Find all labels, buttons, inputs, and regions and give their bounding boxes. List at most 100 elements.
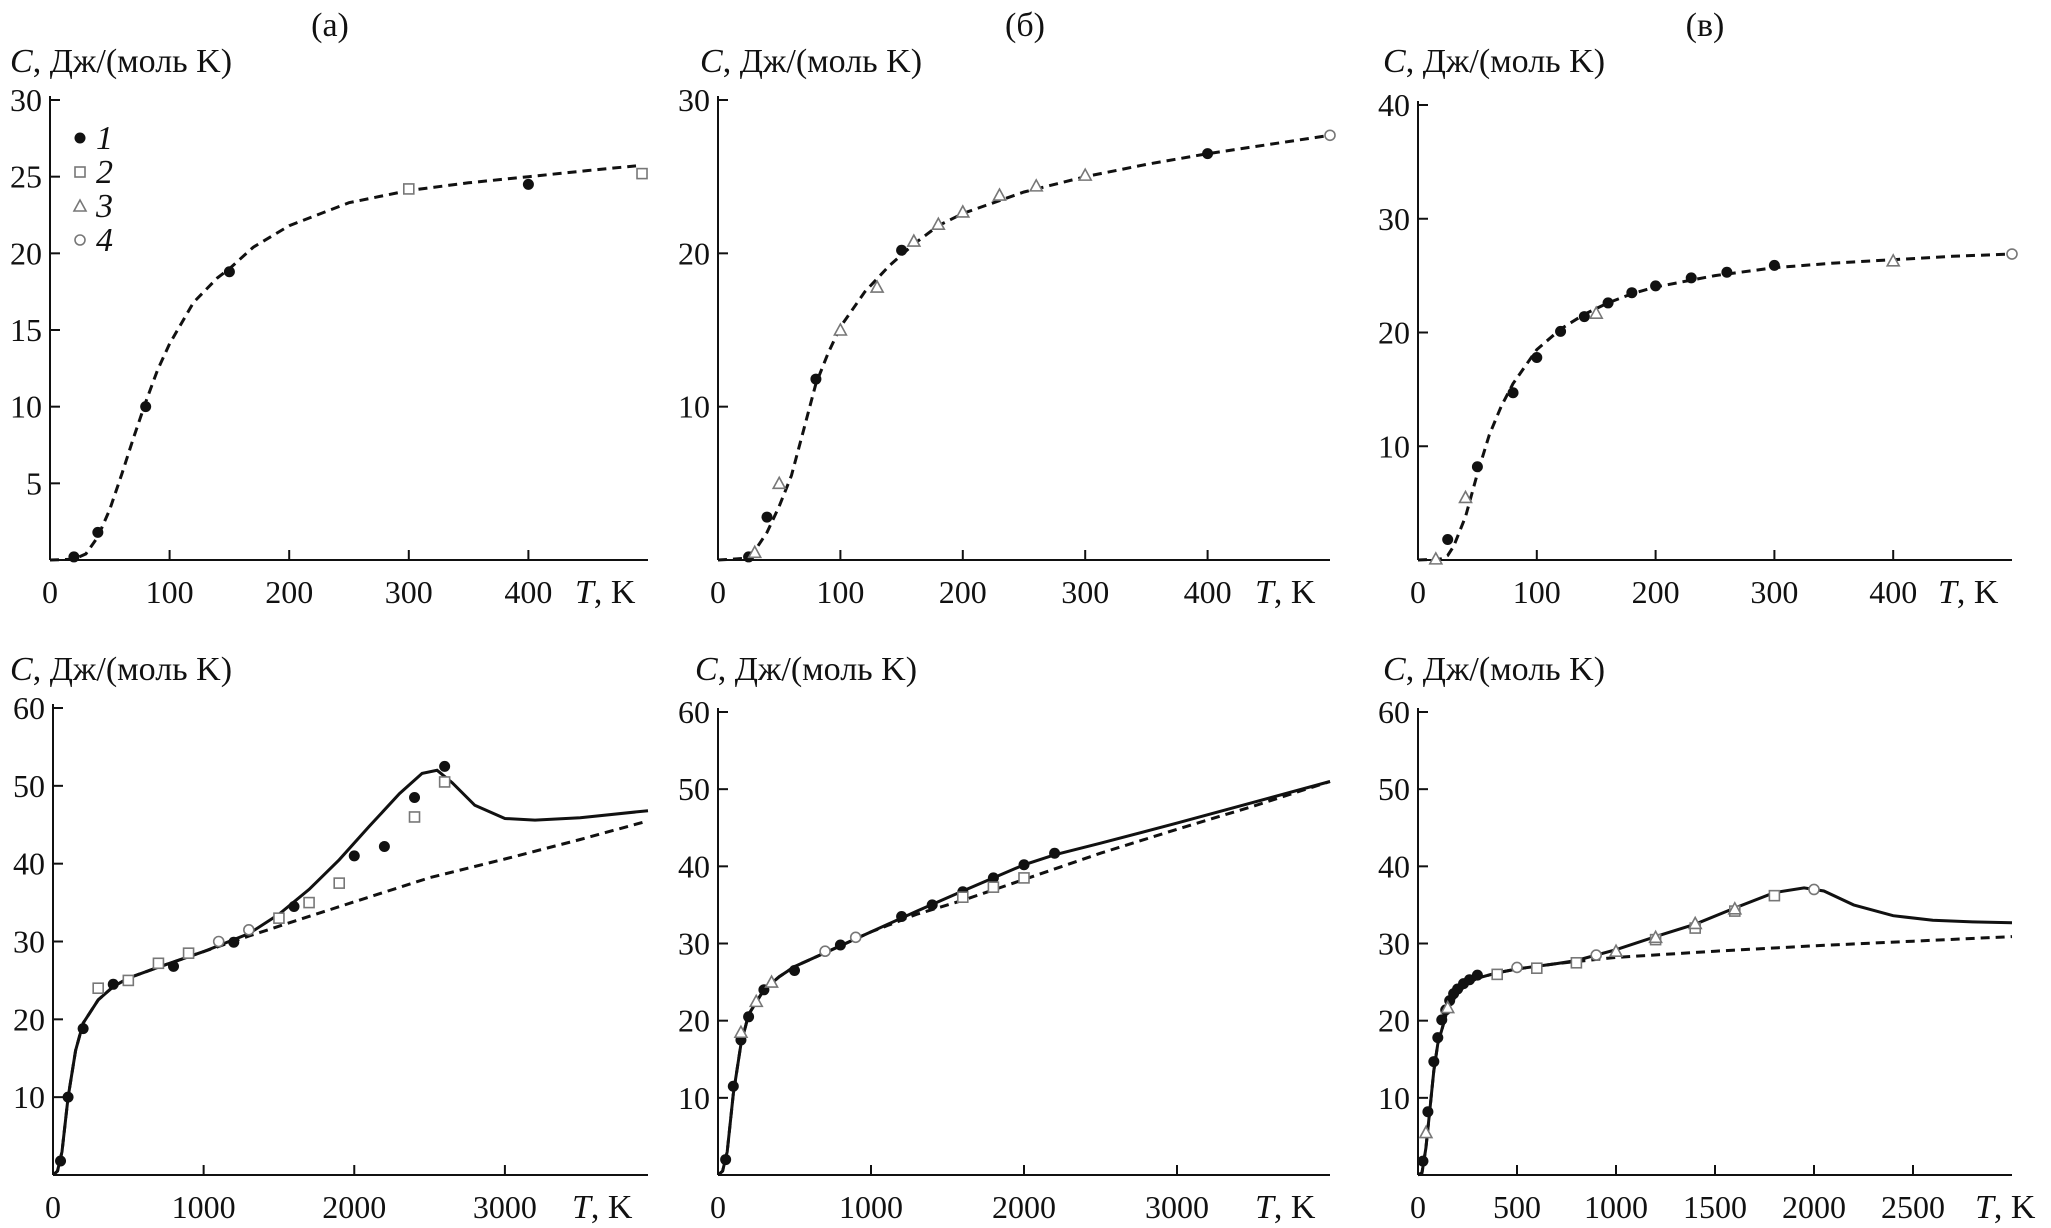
dashed-model-curve xyxy=(1417,252,2013,562)
data-point-1 xyxy=(1049,847,1061,859)
y-tick-label: 5 xyxy=(26,465,42,501)
data-point-1 xyxy=(1463,974,1475,986)
data-point-3 xyxy=(747,544,763,559)
data-point-3 xyxy=(1648,929,1663,944)
data-point-1 xyxy=(720,1154,732,1166)
data-point-1 xyxy=(743,1011,755,1023)
y-tick-label: 50 xyxy=(678,771,710,807)
x-axis-units: , K xyxy=(594,574,636,611)
solid-model-curve xyxy=(717,780,1331,1177)
data-point-1 xyxy=(1626,287,1638,299)
y-axis-var: C xyxy=(695,651,718,688)
data-point-1 xyxy=(1685,272,1697,284)
data-point-1 xyxy=(62,1091,74,1103)
data-point-3 xyxy=(930,216,946,230)
data-point-2 xyxy=(122,974,135,987)
y-tick-label: 25 xyxy=(10,159,42,195)
data-point-3 xyxy=(1458,489,1473,504)
y-axis-title: C, Дж/(моль K) xyxy=(695,651,917,688)
data-point-1 xyxy=(522,178,534,190)
y-axis-units: , Дж/(моль K) xyxy=(1406,43,1605,80)
x-axis-units: , K xyxy=(1994,1189,2036,1226)
x-tick-label: 300 xyxy=(1750,574,1798,610)
y-tick-label: 10 xyxy=(1378,1080,1410,1116)
data-point-4 xyxy=(819,945,831,958)
open-square-icon xyxy=(74,166,86,178)
data-point-3 xyxy=(733,1024,749,1039)
data-point-1 xyxy=(1650,280,1662,292)
data-point-1 xyxy=(1531,352,1543,364)
data-point-2 xyxy=(956,891,969,904)
y-tick-label: 10 xyxy=(1378,428,1410,464)
data-point-1 xyxy=(107,978,119,990)
data-point-2 xyxy=(303,896,315,909)
data-point-1 xyxy=(1432,1032,1444,1044)
data-point-3 xyxy=(906,233,922,247)
x-tick-label: 500 xyxy=(1493,1189,1541,1225)
data-point-2 xyxy=(92,982,104,995)
x-tick-label: 3000 xyxy=(1145,1189,1209,1225)
y-tick-label: 30 xyxy=(678,82,710,118)
legend-label: 2 xyxy=(96,154,113,191)
data-point-3 xyxy=(1885,253,1901,267)
series-2 xyxy=(92,776,451,995)
x-tick-label: 0 xyxy=(710,1189,726,1225)
series-3 xyxy=(747,167,1093,559)
data-point-2 xyxy=(402,183,415,195)
x-axis-title: T, K xyxy=(1255,574,1316,611)
data-point-1 xyxy=(77,1023,89,1035)
data-point-1 xyxy=(378,841,390,853)
y-tick-label: 15 xyxy=(10,312,42,348)
data-point-1 xyxy=(727,1080,739,1092)
x-tick-label: 200 xyxy=(1632,574,1680,610)
y-tick-label: 60 xyxy=(678,694,710,730)
x-tick-label: 2000 xyxy=(322,1189,386,1225)
data-point-4 xyxy=(1511,961,1523,974)
y-axis-var: C xyxy=(10,43,33,80)
x-axis-title: T, K xyxy=(1938,574,1999,611)
data-point-1 xyxy=(1422,1106,1434,1118)
data-point-3 xyxy=(992,187,1007,201)
y-axis-title: C, Дж/(моль K) xyxy=(10,43,232,80)
data-point-4 xyxy=(1808,883,1820,896)
panel-tag: (в) xyxy=(1686,7,1725,44)
data-point-1 xyxy=(1555,325,1567,337)
data-point-1 xyxy=(1202,148,1214,160)
filled-circle-icon xyxy=(74,132,86,144)
x-tick-label: 3000 xyxy=(473,1189,537,1225)
y-axis-units: , Дж/(моль K) xyxy=(33,651,232,688)
x-tick-label: 0 xyxy=(1410,1189,1426,1225)
x-axis-title: T, K xyxy=(1975,1189,2036,1226)
data-point-3 xyxy=(1418,1124,1434,1139)
chart-panel-а-top: 0 100 200 300 400 5 10 15 20 25 30C, Дж/(моль K) T,… xyxy=(10,7,648,611)
y-axis-title: C, Дж/(моль K) xyxy=(1383,43,1605,80)
data-point-1 xyxy=(168,960,180,972)
x-tick-label: 300 xyxy=(385,574,433,610)
data-point-1 xyxy=(1428,1056,1440,1068)
legend-label: 4 xyxy=(96,222,113,259)
y-tick-label: 10 xyxy=(13,1079,45,1115)
series-3 xyxy=(1428,253,1901,565)
data-point-1 xyxy=(1721,266,1733,278)
data-point-1 xyxy=(55,1155,67,1167)
solid-model-curve xyxy=(1417,886,2013,1177)
x-axis-var: T xyxy=(1975,1189,1996,1226)
y-tick-label: 50 xyxy=(1378,771,1410,807)
data-point-1 xyxy=(1768,259,1780,271)
data-point-3 xyxy=(1440,999,1456,1014)
y-tick-label: 20 xyxy=(1378,315,1410,351)
data-point-1 xyxy=(1442,534,1454,546)
series-1 xyxy=(68,178,534,563)
y-axis-units: , Дж/(моль K) xyxy=(33,43,232,80)
y-tick-label: 60 xyxy=(13,690,45,726)
series-1 xyxy=(1442,259,1780,546)
data-point-1 xyxy=(789,965,800,977)
series-4 xyxy=(1324,129,1336,142)
data-point-4 xyxy=(243,924,255,936)
data-point-2 xyxy=(182,947,195,959)
series-4 xyxy=(1511,883,1820,974)
y-axis-title: C, Дж/(моль K) xyxy=(1383,651,1605,688)
x-tick-label: 400 xyxy=(1869,574,1917,610)
series-1 xyxy=(55,760,451,1167)
